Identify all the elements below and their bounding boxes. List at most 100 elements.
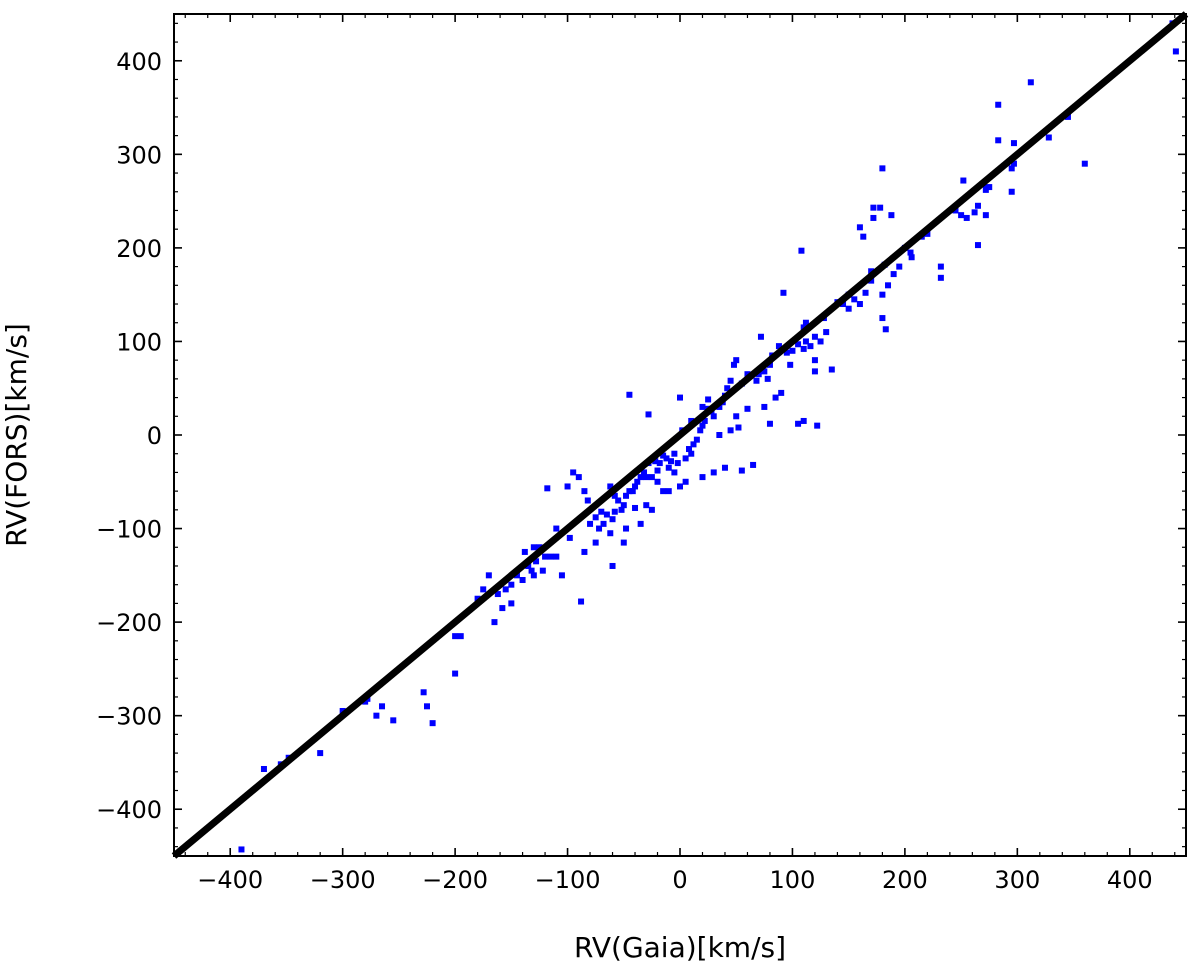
x-tick-label: −100	[535, 866, 601, 894]
data-point-112	[637, 474, 644, 481]
data-point-67	[798, 247, 805, 254]
data-point-184	[766, 420, 773, 427]
data-point-85	[716, 403, 723, 410]
data-point-44	[860, 233, 867, 240]
data-point-58	[811, 333, 818, 340]
data-point-2	[1027, 79, 1034, 86]
data-point-202	[581, 488, 588, 495]
data-point-48	[851, 296, 858, 303]
data-point-218	[637, 520, 644, 527]
data-point-63	[800, 345, 807, 352]
data-point-1	[1172, 48, 1179, 55]
data-point-203	[645, 411, 652, 418]
data-point-75	[755, 371, 762, 378]
data-point-191	[744, 405, 751, 412]
data-point-170	[339, 707, 346, 714]
data-point-28	[907, 249, 914, 256]
data-point-55	[817, 338, 824, 345]
data-point-25	[924, 230, 931, 237]
data-point-219	[643, 502, 650, 509]
data-point-43	[888, 212, 895, 219]
data-point-152	[502, 586, 509, 593]
data-point-123	[609, 516, 616, 523]
data-point-16	[974, 202, 981, 209]
x-tick-label: −200	[422, 866, 488, 894]
data-point-188	[828, 366, 835, 373]
data-point-5	[1064, 113, 1071, 120]
data-point-17	[971, 209, 978, 216]
data-point-80	[730, 361, 737, 368]
x-tick-label: −400	[197, 866, 263, 894]
data-point-136	[566, 534, 573, 541]
data-point-177	[611, 508, 618, 515]
data-point-8	[1010, 140, 1017, 147]
identity-line	[171, 11, 1189, 859]
data-point-82	[724, 385, 731, 392]
data-points	[238, 20, 1179, 853]
data-point-216	[607, 530, 614, 537]
y-tick-label: 0	[147, 422, 162, 450]
data-point-200	[735, 424, 742, 431]
data-point-157	[480, 586, 487, 593]
data-point-158	[474, 595, 481, 602]
data-point-186	[800, 417, 807, 424]
reference-line	[171, 11, 1189, 859]
data-point-96	[682, 455, 689, 462]
y-tick-label: 300	[116, 141, 162, 169]
data-point-35	[870, 204, 877, 211]
data-point-205	[660, 488, 667, 495]
data-point-187	[814, 422, 821, 429]
y-tick-label: −400	[96, 796, 162, 824]
data-point-142	[539, 567, 546, 574]
data-point-19	[960, 177, 967, 184]
y-tick-label: −300	[96, 703, 162, 731]
data-point-150	[513, 572, 520, 579]
data-point-138	[558, 572, 565, 579]
data-point-59	[807, 343, 814, 350]
data-point-118	[623, 492, 630, 499]
data-point-34	[877, 204, 884, 211]
data-point-135	[570, 469, 577, 476]
data-point-3	[995, 101, 1002, 108]
data-point-139	[553, 525, 560, 532]
data-point-95	[685, 446, 692, 453]
data-point-30	[896, 263, 903, 270]
y-tick-label: 100	[116, 328, 162, 356]
x-tick-label: 400	[1107, 866, 1153, 894]
data-point-86	[710, 413, 717, 420]
data-point-183	[750, 461, 757, 468]
data-point-214	[530, 544, 537, 551]
data-point-190	[733, 413, 740, 420]
data-point-37	[868, 277, 875, 284]
data-point-181	[721, 464, 728, 471]
data-point-213	[508, 600, 515, 607]
data-point-90	[699, 422, 706, 429]
y-tick-label: 200	[116, 235, 162, 263]
data-point-39	[862, 289, 869, 296]
data-point-117	[626, 488, 633, 495]
data-point-178	[671, 469, 678, 476]
data-point-151	[508, 581, 515, 588]
data-point-141	[542, 553, 549, 560]
data-point-9	[1010, 160, 1017, 167]
data-point-160	[452, 633, 459, 640]
data-point-57	[811, 357, 818, 364]
data-point-12	[986, 184, 993, 191]
data-point-101	[668, 458, 675, 465]
data-point-179	[699, 474, 706, 481]
data-point-51	[840, 301, 847, 308]
data-point-193	[772, 394, 779, 401]
data-point-20	[958, 212, 965, 219]
data-point-169	[362, 698, 369, 705]
data-point-131	[584, 497, 591, 504]
data-point-182	[738, 467, 745, 474]
data-point-62	[802, 338, 809, 345]
data-point-143	[536, 544, 543, 551]
data-point-124	[607, 483, 614, 490]
data-point-40	[856, 301, 863, 308]
data-point-92	[693, 436, 700, 443]
data-point-31	[890, 271, 897, 278]
x-tick-labels: −400 −300 −200 −100 0 100 200 300 400	[197, 866, 1152, 894]
data-point-49	[845, 305, 852, 312]
